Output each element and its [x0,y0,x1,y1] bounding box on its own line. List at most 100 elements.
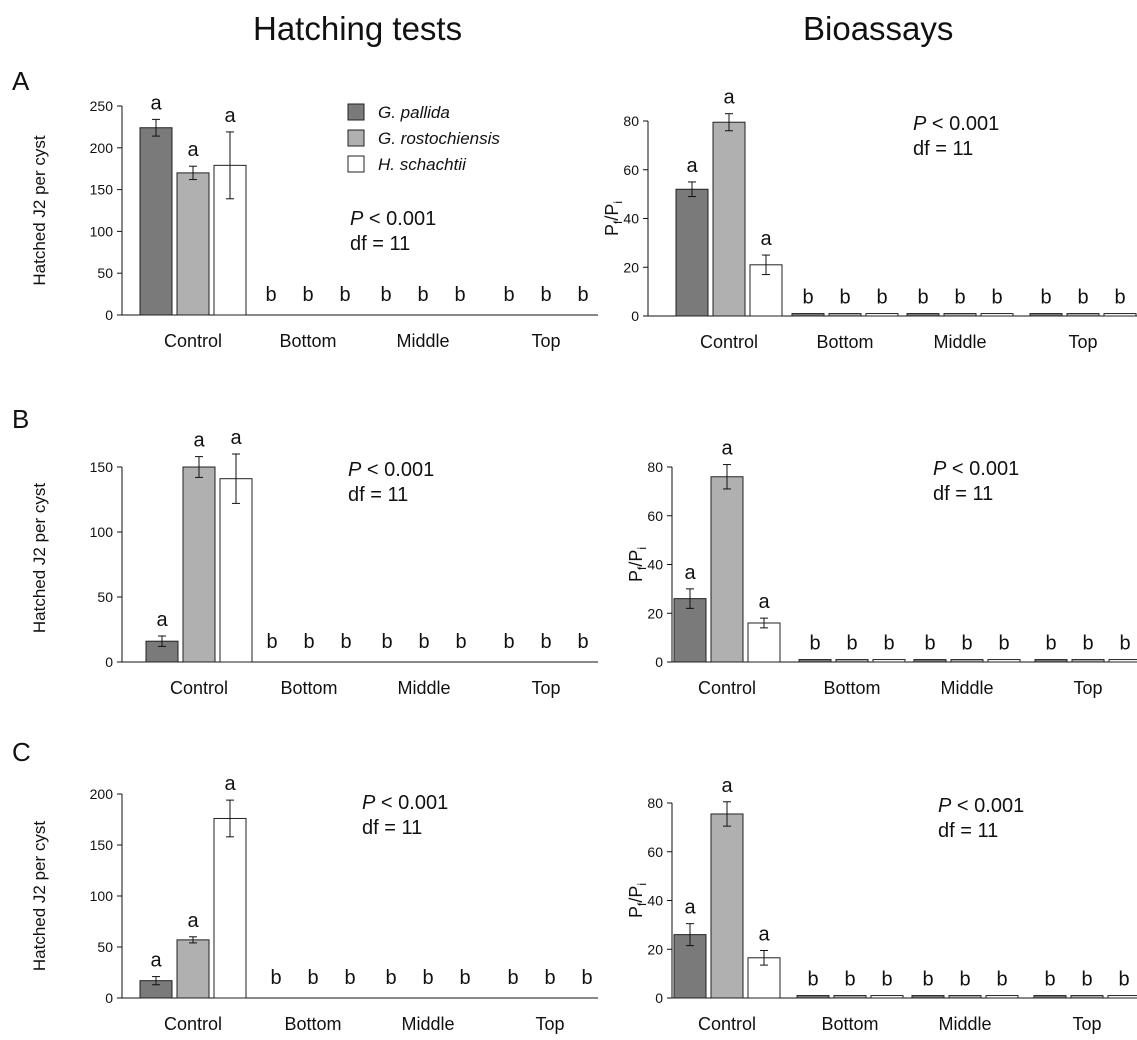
y-axis-label: Pf/Pi [626,547,649,582]
significance-letter: b [844,969,855,991]
significance-letter: b [991,287,1002,309]
significance-letter: a [187,139,199,161]
legend-label: G. pallida [378,103,450,122]
bar [950,659,984,663]
significance-letter: b [924,633,935,655]
significance-letter: b [303,631,314,653]
stats-p-value: P < 0.001 [362,792,448,814]
y-tick-label: 200 [90,140,114,156]
stats-p-value: P < 0.001 [938,795,1024,817]
x-category-label: Bottom [821,1014,878,1034]
y-tick-label: 60 [647,508,663,524]
y-tick-label: 40 [623,211,639,227]
significance-letter: b [544,967,555,989]
bar [1066,313,1100,317]
significance-letter: a [721,775,733,797]
bar [1071,659,1105,663]
significance-letter: b [881,969,892,991]
bar [835,659,869,663]
stats-df: df = 11 [938,820,998,842]
significance-letter: a [686,155,698,177]
stats-p-value: P < 0.001 [933,458,1019,480]
x-category-label: Middle [938,1014,991,1034]
x-category-label: Top [1072,1014,1101,1034]
bar [1103,313,1137,317]
x-category-label: Control [164,331,222,351]
significance-letter: b [577,284,588,306]
bar [987,659,1021,663]
significance-letter: b [1081,969,1092,991]
chart-panel-a-hatching: 0 50 100 150 200 250 Hatched J2 per cyst Contro… [30,92,598,351]
bar [865,313,899,317]
column-title-hatching: Hatching tests [253,10,463,47]
significance-letter: a [187,910,199,932]
significance-letter: b [1045,633,1056,655]
y-tick-label: 0 [655,990,663,1006]
significance-letter: a [721,438,733,460]
bar [1029,313,1063,317]
significance-letter: b [1114,287,1125,309]
bar [985,995,1019,999]
column-title-bioassays: Bioassays [803,10,954,47]
x-category-label: Top [531,678,560,698]
stats-df: df = 11 [362,817,422,839]
significance-letter: b [1044,969,1055,991]
chart-panel-b-hatching: 0 50 100 150 Hatched J2 per cyst Control a a a Bo… [30,427,598,698]
x-category-label: Bottom [284,1014,341,1034]
x-category-label: Middle [396,331,449,351]
y-tick-label: 0 [105,990,113,1006]
significance-letter: a [758,923,770,945]
row-label-c: C [12,737,31,767]
significance-letter: a [193,430,205,452]
y-tick-label: 200 [90,786,114,802]
significance-letter: b [385,967,396,989]
x-category-label: Middle [940,678,993,698]
y-axis-label: Hatched J2 per cyst [30,821,49,972]
significance-letter: b [809,633,820,655]
bar [182,466,216,663]
y-tick-label: 150 [90,459,114,475]
bar [712,121,746,317]
y-tick-label: 80 [647,459,663,475]
bar [913,659,947,663]
significance-letter: b [302,284,313,306]
y-tick-label: 80 [623,113,639,129]
chart-panel-a-bioassays: 0 20 40 60 80 Pf/Pi Control a a a Bottom b b b Middle b… [602,87,1137,352]
significance-letter: b [1118,969,1129,991]
bar [872,659,906,663]
bar [1033,995,1067,999]
bar [943,313,977,317]
bar [710,476,744,663]
y-tick-label: 50 [97,265,113,281]
legend-label: H. schachtii [378,155,467,174]
bar [673,598,707,663]
significance-letter: b [380,284,391,306]
significance-letter: b [540,284,551,306]
x-category-label: Control [164,1014,222,1034]
significance-letter: b [340,631,351,653]
significance-letter: a [684,897,696,919]
significance-letter: b [418,631,429,653]
significance-letter: b [455,631,466,653]
y-tick-label: 60 [647,844,663,860]
significance-letter: b [507,967,518,989]
bar [798,659,832,663]
bar [1070,995,1104,999]
significance-letter: b [807,969,818,991]
significance-letter: b [266,631,277,653]
y-axis-label: Pf/Pi [602,201,625,236]
y-tick-label: 50 [97,589,113,605]
y-axis-label: Pf/Pi [626,883,649,918]
row-label-b: B [12,404,30,434]
y-tick-label: 20 [647,605,663,621]
significance-letter: b [954,287,965,309]
significance-letter: b [876,287,887,309]
bar [213,817,247,999]
y-tick-label: 0 [105,654,113,670]
significance-letter: b [577,631,588,653]
significance-letter: a [760,228,772,250]
x-category-label: Top [1073,678,1102,698]
x-category-label: Control [700,332,758,352]
significance-letter: a [224,105,236,127]
